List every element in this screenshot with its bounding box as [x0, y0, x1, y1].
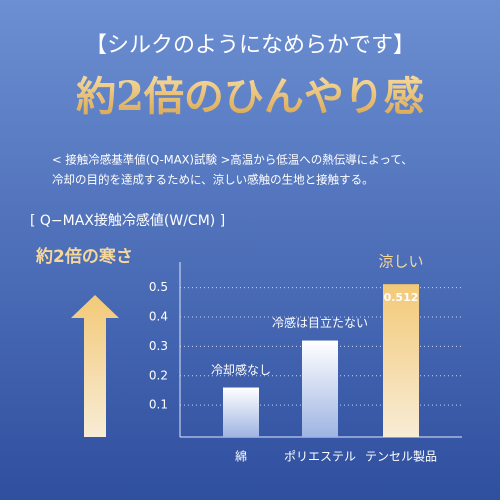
headline: 約2倍のひんやり感	[76, 73, 424, 120]
y-tick-label: 0.4	[149, 310, 168, 324]
arrow	[71, 295, 119, 437]
y-tick-label: 0.3	[149, 339, 168, 353]
description: < 接触冷感基準値(Q-MAX)試験 >高温から低温への熱伝導によって、	[52, 153, 413, 167]
value-label: 0.512	[384, 291, 419, 304]
y-tick-label: 0.1	[149, 398, 168, 412]
x-tick-label: 綿	[235, 450, 247, 464]
x-tick-label: ポリエステル	[284, 450, 356, 464]
bar	[302, 340, 338, 437]
bar-annotation: 冷感は目立たない	[272, 315, 368, 330]
description: 冷却の目的を達成するために、涼しい感触の生地と接触する。	[52, 173, 374, 187]
bar	[383, 284, 419, 437]
bar-annotation: 涼しい	[378, 253, 423, 271]
x-tick-label: テンセル製品	[365, 450, 437, 464]
bar-annotation: 冷却感なし	[211, 362, 271, 377]
y-tick-label: 0.5	[149, 280, 168, 294]
chart-title: [ Q−MAX接触冷感値(W/CM) ]	[30, 212, 225, 229]
subtitle: 【シルクのようになめらかです】	[85, 33, 415, 58]
side-label: 約2倍の寒さ	[35, 246, 133, 267]
bar	[223, 387, 259, 437]
y-tick-label: 0.2	[149, 368, 168, 382]
chart: 0.1 0.2 0.3 0.4 0.5 綿 冷却感なしポリエステル冷感は目立たないテンセル製…	[149, 253, 462, 464]
